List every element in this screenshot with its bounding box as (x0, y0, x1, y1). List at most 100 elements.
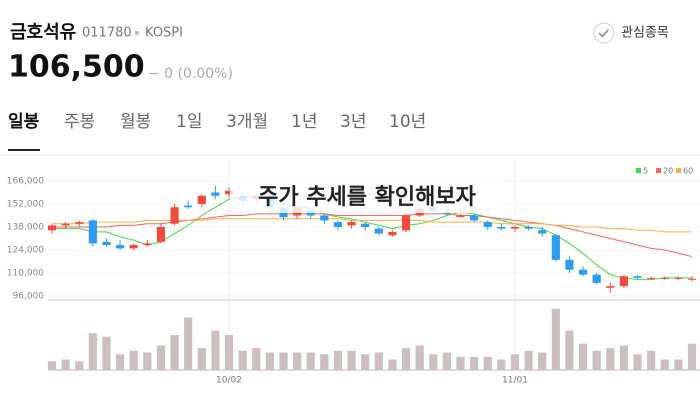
volume-bar (252, 348, 261, 370)
candle-body (388, 231, 397, 236)
candle-body (61, 223, 70, 226)
caption: 주가 추세를 확인해보자 (258, 185, 476, 210)
volume-bar (238, 350, 247, 370)
tabs: 일봉 주봉 월봉 1일 3개월 1년 3년 10년 (8, 112, 426, 132)
candle-body (224, 190, 234, 195)
y-tick-label: 166,000 (7, 177, 44, 187)
candle-body (401, 215, 411, 231)
candle-body (374, 228, 383, 234)
tab[interactable]: 1년 (291, 112, 317, 132)
volume-bar (184, 317, 193, 370)
caption-bg (230, 181, 500, 213)
candle-body (606, 286, 615, 288)
volume-bar (442, 352, 451, 370)
candle-body (88, 220, 97, 244)
volume-bar (647, 350, 656, 370)
ma-line (52, 213, 693, 258)
candle-body (687, 278, 697, 280)
tab[interactable]: 1일 (176, 112, 202, 132)
candle-body (592, 274, 601, 283)
volume-bar (75, 361, 84, 370)
candle-body (565, 259, 574, 270)
tab[interactable]: 10년 (389, 112, 426, 132)
x-tick-label: 11/01 (502, 376, 528, 386)
volume-bar (279, 352, 288, 370)
candle-body (633, 276, 642, 278)
candle-body (184, 205, 193, 208)
candle-body (578, 269, 588, 275)
volume-bar (47, 361, 57, 370)
market: KOSPI (145, 26, 183, 41)
volume-bar (116, 354, 125, 370)
volume-bar (129, 350, 138, 370)
volume-bar (211, 330, 220, 370)
volume-bar (538, 352, 547, 370)
volume-bar (320, 354, 329, 370)
volume-bar (388, 359, 397, 370)
candle-body (538, 230, 547, 234)
tab[interactable]: 3개월 (226, 112, 268, 132)
volume-bar (551, 308, 560, 370)
y-tick-label: 152,000 (7, 200, 44, 210)
volume-bar (170, 335, 179, 370)
volume-bar (265, 352, 274, 370)
stock-name: 금호석유 (10, 22, 76, 43)
volume-bar (510, 354, 520, 370)
legend-swatch (656, 168, 661, 173)
candle-body (470, 215, 479, 221)
volume-bar (415, 345, 424, 370)
volume-bar (674, 359, 683, 370)
candle-body (619, 276, 628, 287)
candle-body (510, 227, 520, 229)
candle-body (116, 245, 125, 249)
volume-bar (61, 359, 70, 370)
volume-bar (429, 354, 438, 370)
legend-label: 60 (683, 167, 693, 176)
volume-bar (374, 352, 383, 370)
legend-swatch (636, 168, 641, 173)
dot (135, 31, 139, 35)
legend-label: 5 (643, 167, 648, 176)
candle-body (197, 195, 206, 204)
candle-body (347, 222, 356, 226)
volume-bar (660, 359, 669, 370)
volume-bar (156, 345, 166, 370)
candle-body (211, 192, 220, 196)
candle-body (497, 227, 506, 229)
price: 106,500 (8, 50, 145, 85)
volume-bar (293, 352, 302, 370)
candle-body (660, 277, 669, 279)
volume-bar (606, 348, 615, 370)
watch-button[interactable]: 관심종목 (593, 22, 669, 44)
volume-bar (470, 356, 479, 370)
volume-bar (592, 350, 601, 370)
legend-swatch (676, 168, 681, 173)
tab[interactable]: 3년 (340, 112, 366, 132)
tab[interactable]: 월봉 (120, 112, 151, 132)
legend-label: 20 (663, 167, 673, 176)
watch-label[interactable]: 관심종목 (621, 26, 669, 41)
volume-bar (483, 356, 492, 370)
y-tick-label: 110,000 (7, 269, 44, 279)
volume-bar (88, 333, 97, 370)
volume-bar (619, 345, 628, 370)
candle-body (75, 222, 84, 224)
change: − 0 (0.00%) (148, 66, 233, 82)
tab[interactable]: 일봉 (8, 112, 40, 132)
y-tick-label: 96,000 (13, 292, 45, 302)
candle-body (306, 210, 315, 216)
volume-bar (578, 343, 588, 370)
tab[interactable]: 주봉 (64, 112, 95, 132)
volume-bar (347, 350, 356, 370)
volume-bar (361, 354, 370, 370)
volume-bar (333, 350, 343, 370)
volume-bar (633, 354, 642, 370)
candle-body (456, 215, 465, 218)
check (598, 29, 610, 38)
volume-bar (401, 348, 411, 370)
volume-bar (497, 359, 506, 370)
candle-body (551, 235, 560, 260)
y-tick-label: 124,000 (7, 246, 44, 256)
